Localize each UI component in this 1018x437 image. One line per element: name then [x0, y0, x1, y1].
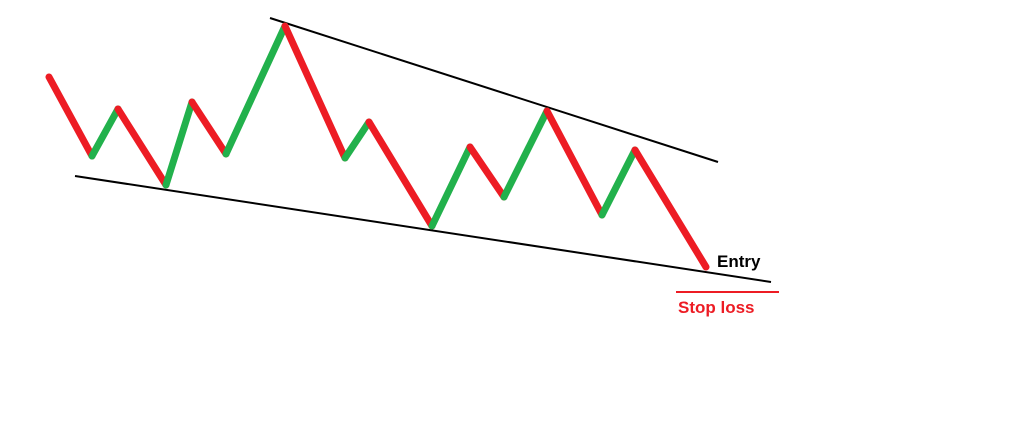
- price-leg-up: [598, 146, 639, 219]
- price-leg-up: [341, 118, 373, 162]
- price-path: [45, 22, 710, 271]
- price-leg-up: [162, 98, 196, 189]
- price-leg-down: [45, 73, 96, 160]
- price-leg-down: [543, 107, 606, 219]
- price-leg-down: [188, 98, 230, 158]
- price-leg-down: [114, 105, 170, 189]
- price-leg-up: [500, 107, 551, 201]
- price-leg-down: [365, 118, 436, 230]
- entry-label: Entry: [717, 252, 761, 271]
- price-leg-down: [281, 22, 349, 162]
- stop-loss-label: Stop loss: [678, 298, 755, 317]
- upper-trendline: [269, 17, 719, 163]
- price-leg-up: [88, 105, 122, 160]
- price-leg-up: [428, 143, 474, 230]
- price-leg-up: [222, 22, 289, 158]
- price-leg-down: [631, 146, 710, 271]
- price-leg-down: [466, 143, 508, 201]
- lower-trendline: [74, 175, 772, 283]
